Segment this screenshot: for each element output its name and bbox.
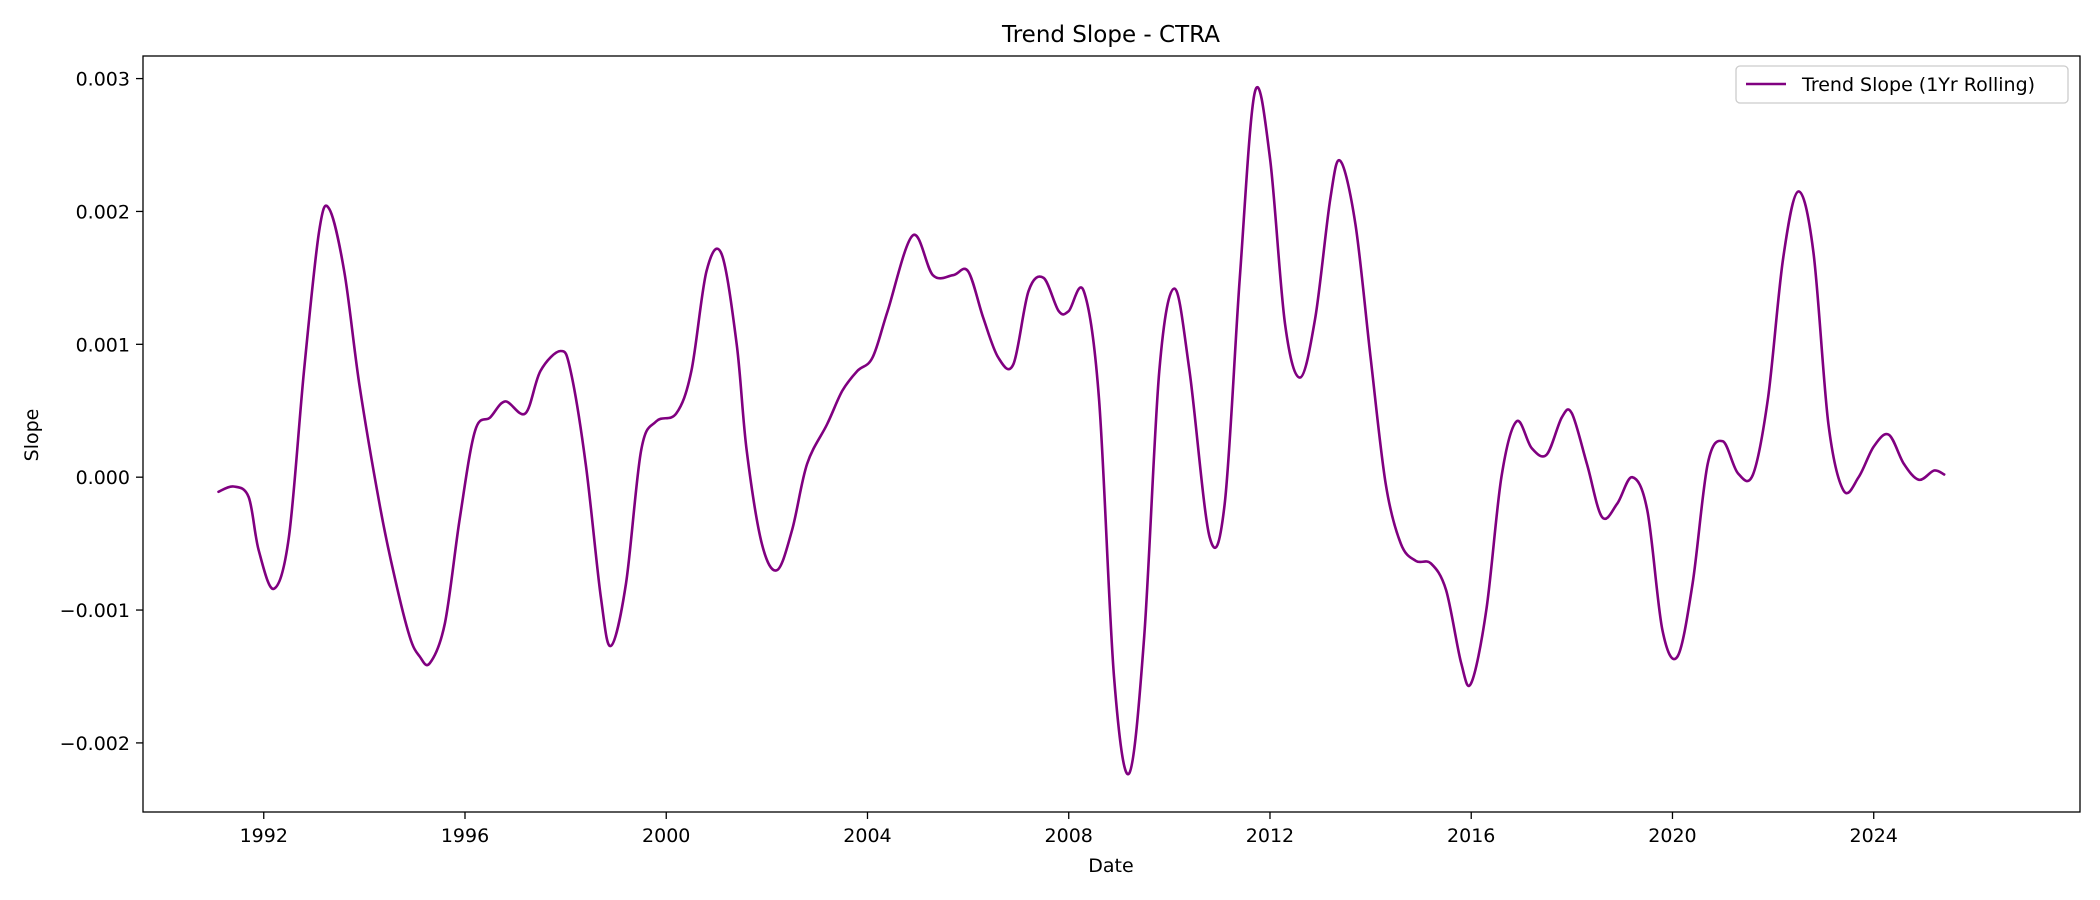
y-tick-label: −0.002 [60, 733, 130, 755]
plot-frame [142, 55, 2081, 813]
series-line-trend-slope [217, 85, 1946, 776]
y-tick-label: 0.003 [76, 69, 130, 91]
y-axis: −0.002 −0.001 0.000 0.001 0.002 0.003 [60, 69, 143, 755]
x-axis-label: Date [1088, 855, 1133, 877]
y-tick-label: 0.000 [76, 467, 130, 489]
x-tick-label: 2016 [1447, 825, 1495, 847]
chart-title: Trend Slope - CTRA [1001, 22, 1220, 48]
legend-box [1735, 65, 2069, 104]
x-tick-label: 2004 [843, 825, 891, 847]
legend: Trend Slope (1Yr Rolling) [1735, 65, 2069, 104]
x-tick-label: 2008 [1045, 825, 1093, 847]
legend-label: Trend Slope (1Yr Rolling) [1801, 74, 2035, 96]
x-tick-label: 2012 [1246, 825, 1294, 847]
x-tick-label: 2024 [1850, 825, 1898, 847]
plot-area: 1992 1996 2000 2004 2008 2012 2016 2020 2024 −0.… [60, 55, 2081, 847]
y-tick-label: 0.001 [76, 334, 130, 356]
x-tick-label: 1996 [441, 825, 489, 847]
y-axis-label: Slope [21, 409, 43, 462]
y-tick-label: −0.001 [60, 600, 130, 622]
x-tick-label: 2020 [1648, 825, 1696, 847]
x-tick-label: 2000 [642, 825, 690, 847]
x-tick-label: 1992 [240, 825, 288, 847]
x-axis: 1992 1996 2000 2004 2008 2012 2016 2020 2024 [240, 812, 1898, 847]
y-tick-label: 0.002 [76, 201, 130, 223]
